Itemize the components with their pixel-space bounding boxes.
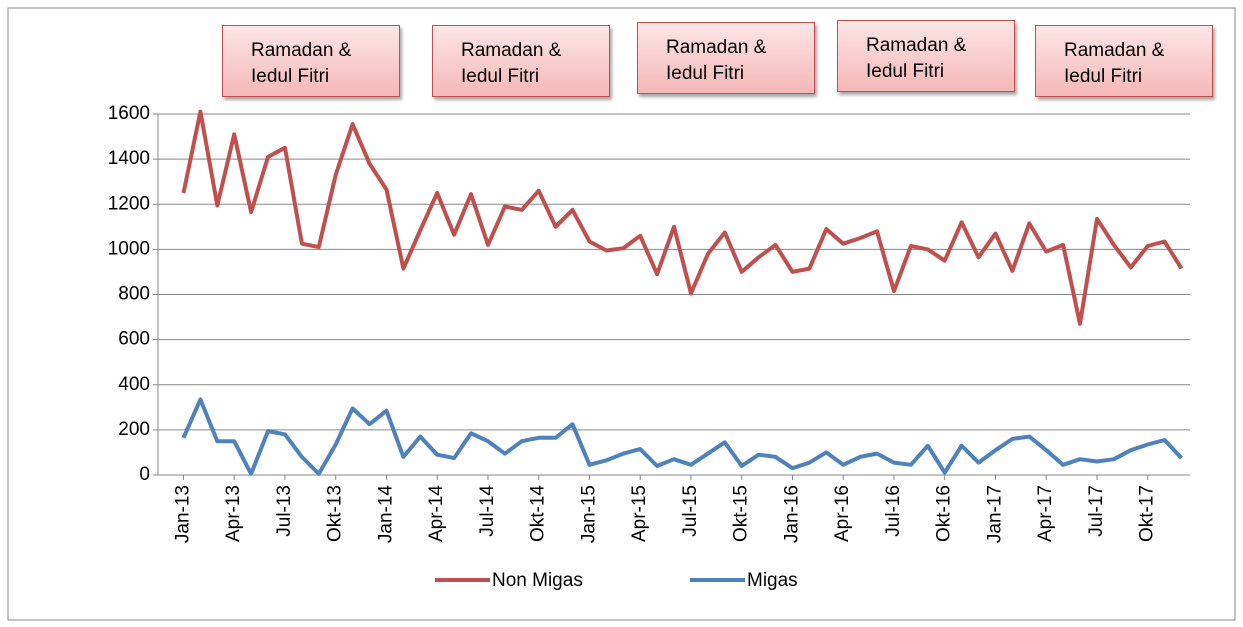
annotation: Ramadan & Iedul Fitri [222,25,400,97]
legend-label: Non Migas [492,570,583,591]
annotation: Ramadan & Iedul Fitri [432,25,610,97]
x-tick-label: Jul-13 [274,485,295,537]
y-tick-label: 1600 [108,103,150,124]
x-tick-label: Jul-17 [1086,485,1107,537]
x-tick-label: Apr-17 [1035,485,1056,542]
y-tick-label: 200 [118,419,150,440]
y-tick-label: 600 [118,329,150,350]
annotation: Ramadan & Iedul Fitri [837,20,1015,92]
annotation: Ramadan & Iedul Fitri [1035,25,1213,97]
x-tick-label: Apr-13 [223,485,244,542]
x-tick-label: Jan-17 [984,485,1005,543]
x-tick-label: Apr-16 [832,485,853,542]
x-tick-label: Jan-13 [172,485,193,543]
x-tick-label: Okt-16 [934,485,955,542]
x-tick-label: Okt-14 [528,485,549,542]
series-line [181,109,1184,326]
y-tick-label: 0 [139,464,150,485]
x-tick-label: Okt-15 [731,485,752,542]
series-line [181,397,1183,476]
x-tick-label: Okt-13 [325,485,346,542]
y-tick-label: 1400 [108,148,150,169]
x-tick-label: Jan-15 [578,485,599,543]
y-tick-label: 400 [118,374,150,395]
x-tick-label: Jul-16 [883,485,904,537]
x-tick-label: Jul-15 [680,485,701,537]
y-tick-label: 1200 [108,193,150,214]
x-tick-label: Apr-14 [426,485,447,542]
x-tick-label: Jan-16 [781,485,802,543]
annotation: Ramadan & Iedul Fitri [637,22,815,94]
x-tick-label: Okt-17 [1137,485,1158,542]
y-tick-label: 1000 [108,238,150,259]
legend-label: Migas [747,570,798,591]
x-tick-label: Apr-15 [629,485,650,542]
y-tick-label: 800 [118,284,150,305]
x-tick-label: Jul-14 [477,485,498,537]
chart-border [7,7,1236,621]
x-tick-label: Jan-14 [375,485,396,544]
